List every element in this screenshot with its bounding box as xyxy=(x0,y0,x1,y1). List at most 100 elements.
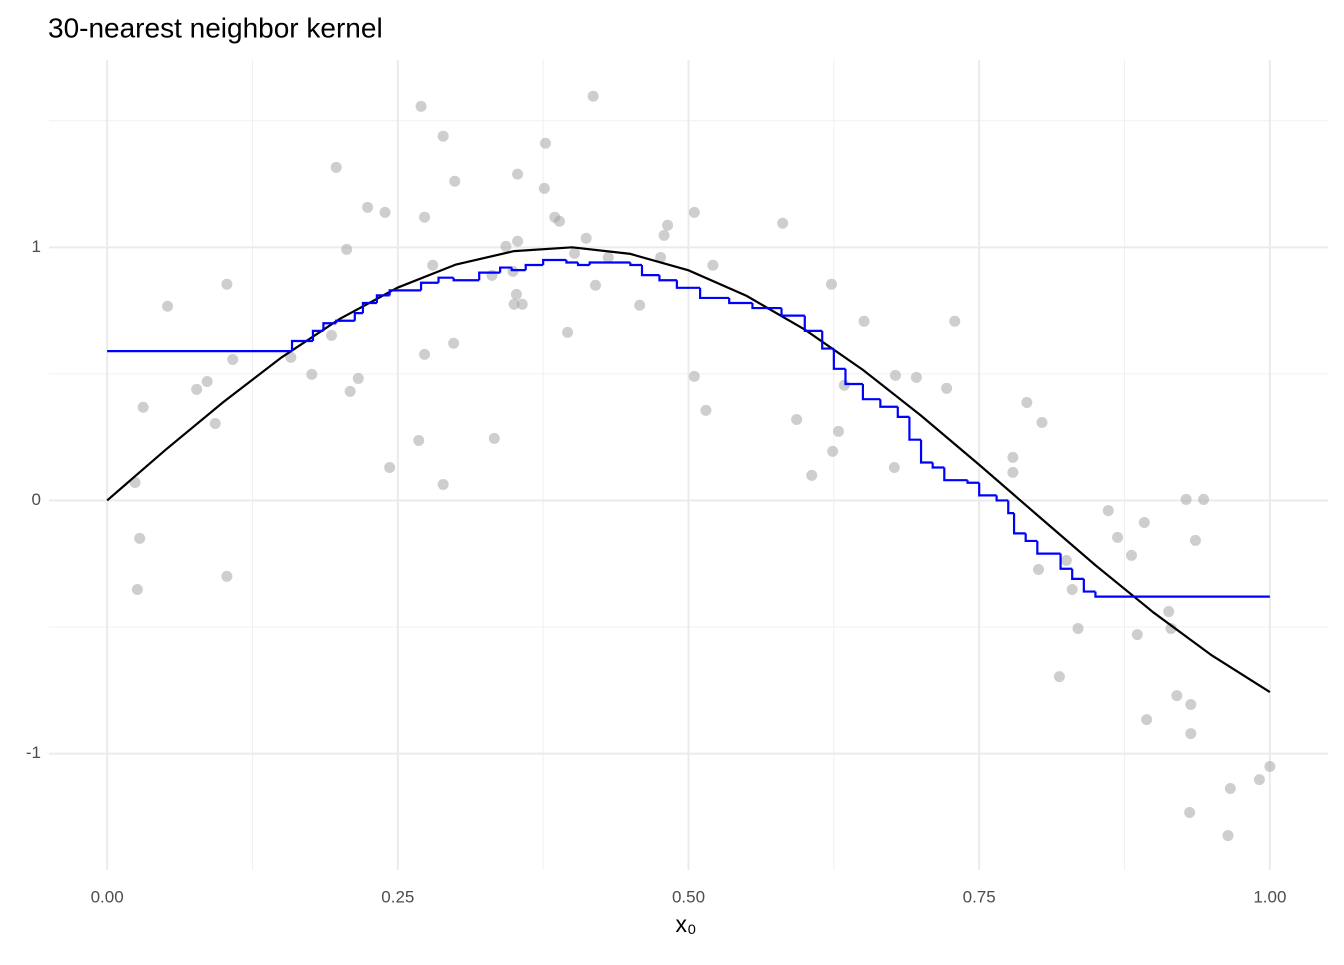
point xyxy=(330,161,342,173)
point xyxy=(658,229,670,241)
point xyxy=(1102,505,1114,517)
step xyxy=(1082,578,1096,593)
point xyxy=(344,385,356,397)
point xyxy=(580,232,592,244)
chart-title: 30-nearest neighbor kernel xyxy=(48,12,383,43)
point xyxy=(569,247,581,259)
point xyxy=(602,251,614,263)
point xyxy=(1163,606,1175,618)
point xyxy=(516,298,528,310)
step xyxy=(1007,500,1015,515)
x-tick-label: 0.50 xyxy=(672,887,705,906)
point xyxy=(419,211,431,223)
point xyxy=(137,401,149,413)
point xyxy=(512,235,524,247)
point xyxy=(415,100,427,112)
point xyxy=(512,168,524,180)
point xyxy=(688,370,700,382)
point xyxy=(1131,629,1143,641)
step xyxy=(658,275,677,282)
point xyxy=(437,478,449,490)
point xyxy=(221,570,233,582)
point xyxy=(227,353,239,365)
x-tick-label: 0.75 xyxy=(963,887,996,906)
point xyxy=(427,259,439,271)
point xyxy=(858,315,870,327)
step xyxy=(861,384,881,401)
step xyxy=(452,277,480,282)
step xyxy=(803,315,823,332)
point xyxy=(1222,830,1234,842)
point xyxy=(539,137,551,149)
point xyxy=(419,348,431,360)
point xyxy=(1198,493,1210,505)
point xyxy=(1021,396,1033,408)
point xyxy=(832,425,844,437)
grid xyxy=(49,60,1328,870)
point xyxy=(662,219,674,231)
step xyxy=(1036,540,1061,555)
step xyxy=(499,266,512,273)
step xyxy=(1059,553,1073,570)
step xyxy=(821,330,834,350)
point xyxy=(384,462,396,474)
point xyxy=(508,298,520,310)
point xyxy=(488,432,500,444)
step xyxy=(896,406,910,419)
point xyxy=(1007,451,1019,463)
point xyxy=(437,130,449,142)
step xyxy=(879,399,898,408)
step xyxy=(419,281,439,291)
point xyxy=(806,469,818,481)
point xyxy=(1184,807,1196,819)
line xyxy=(106,246,1271,693)
point xyxy=(1141,714,1153,726)
step xyxy=(675,280,701,289)
point xyxy=(1185,728,1197,740)
point xyxy=(131,584,143,596)
step xyxy=(728,297,753,305)
point xyxy=(352,372,364,384)
point xyxy=(707,259,719,271)
point xyxy=(1053,671,1065,683)
y-tick-label: -1 xyxy=(26,743,41,762)
point xyxy=(1180,493,1192,505)
point xyxy=(1112,531,1124,543)
point xyxy=(134,532,146,544)
step xyxy=(588,261,631,266)
point xyxy=(910,371,922,383)
step xyxy=(966,480,980,484)
step xyxy=(510,267,526,272)
point xyxy=(888,462,900,474)
point xyxy=(326,329,338,341)
point xyxy=(700,404,712,416)
point xyxy=(306,368,318,380)
point xyxy=(777,217,789,229)
point xyxy=(413,434,425,446)
point xyxy=(1171,690,1183,702)
point xyxy=(285,351,297,363)
point xyxy=(362,201,374,213)
point xyxy=(1036,416,1048,428)
point xyxy=(688,206,700,218)
step xyxy=(388,289,422,296)
point xyxy=(889,369,901,381)
point xyxy=(500,240,512,252)
step xyxy=(832,348,846,370)
step xyxy=(1012,513,1026,535)
point xyxy=(655,251,667,263)
step xyxy=(1071,568,1084,581)
step xyxy=(699,287,730,300)
point xyxy=(201,375,213,387)
point xyxy=(1066,584,1078,596)
step xyxy=(995,495,1009,502)
step xyxy=(437,276,454,283)
step xyxy=(780,308,805,317)
point xyxy=(1125,549,1137,561)
point xyxy=(1185,698,1197,710)
step xyxy=(524,263,544,271)
step xyxy=(931,462,945,469)
point xyxy=(448,337,460,349)
marks xyxy=(106,90,1276,842)
